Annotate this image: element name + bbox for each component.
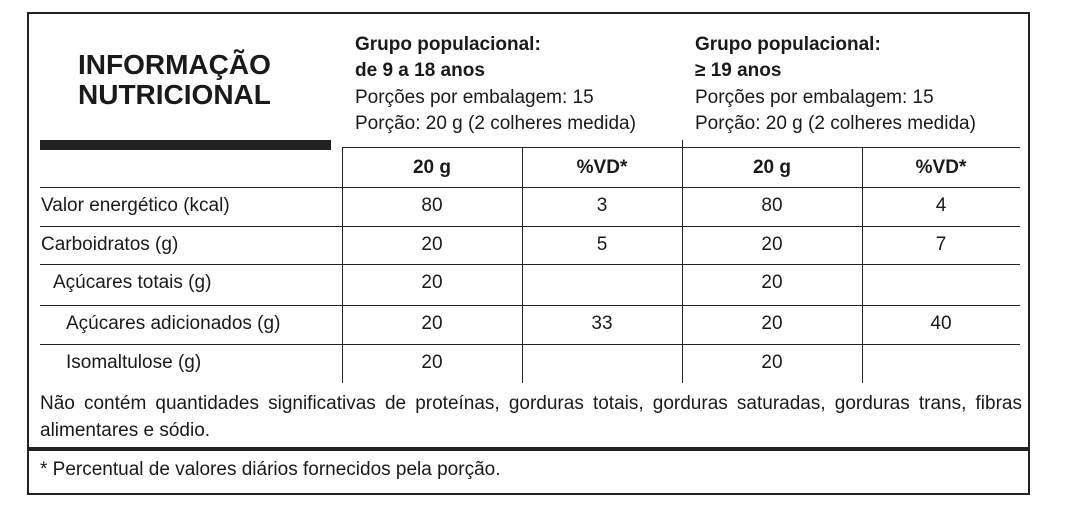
- portions: Porções por embalagem: 15: [355, 87, 594, 108]
- rule: [342, 148, 343, 383]
- column-header: 20 g: [412, 157, 452, 178]
- row-label: Açúcares adicionados (g): [66, 313, 281, 334]
- group-heading: de 9 a 18 anos: [355, 60, 485, 81]
- note: Não contém quantidades significativas de…: [40, 393, 1022, 441]
- rule: [862, 148, 863, 383]
- rule: [40, 344, 1020, 345]
- footnote: * Percentual de valores diários fornecid…: [40, 459, 501, 480]
- rule: [682, 148, 683, 383]
- title: INFORMAÇÃO: [78, 49, 271, 80]
- cell-value: 20: [421, 313, 443, 334]
- row-label: Isomaltulose (g): [66, 352, 202, 373]
- cell-value: 20: [761, 272, 783, 293]
- cell-value: 40: [930, 313, 952, 334]
- group-heading: Grupo populacional:: [355, 34, 541, 55]
- serving: Porção: 20 g (2 colheres medida): [695, 113, 976, 134]
- cell-value: 20: [421, 272, 443, 293]
- rule: [682, 140, 683, 148]
- cell-value: 3: [596, 195, 608, 216]
- cell-value: 80: [761, 195, 783, 216]
- cell-value: 4: [935, 195, 947, 216]
- rule: [40, 226, 1020, 227]
- cell-value: 80: [421, 195, 443, 216]
- group-heading: ≥ 19 anos: [695, 60, 782, 81]
- cell-value: 20: [761, 234, 783, 255]
- row-label: Carboidratos (g): [41, 234, 179, 255]
- serving: Porção: 20 g (2 colheres medida): [355, 113, 636, 134]
- cell-value: 7: [935, 234, 947, 255]
- column-header: %VD*: [576, 157, 628, 178]
- footnote-rule: [28, 447, 1029, 451]
- cell-value: 20: [761, 352, 783, 373]
- row-label: Açúcares totais (g): [53, 272, 212, 293]
- rule: [40, 264, 1020, 265]
- row-label: Valor energético (kcal): [41, 195, 230, 216]
- rule: [40, 305, 1020, 306]
- cell-value: 20: [421, 234, 443, 255]
- rule: [342, 147, 1020, 148]
- cell-value: 33: [591, 313, 613, 334]
- portions: Porções por embalagem: 15: [695, 87, 934, 108]
- rule: [522, 148, 523, 383]
- cell-value: 5: [596, 234, 608, 255]
- rule: [40, 187, 1020, 188]
- title-bar: [40, 140, 331, 150]
- border: [27, 12, 1030, 495]
- title: NUTRICIONAL: [78, 79, 271, 110]
- column-header: %VD*: [915, 157, 967, 178]
- column-header: 20 g: [752, 157, 792, 178]
- cell-value: 20: [421, 352, 443, 373]
- cell-value: 20: [761, 313, 783, 334]
- group-heading: Grupo populacional:: [695, 34, 881, 55]
